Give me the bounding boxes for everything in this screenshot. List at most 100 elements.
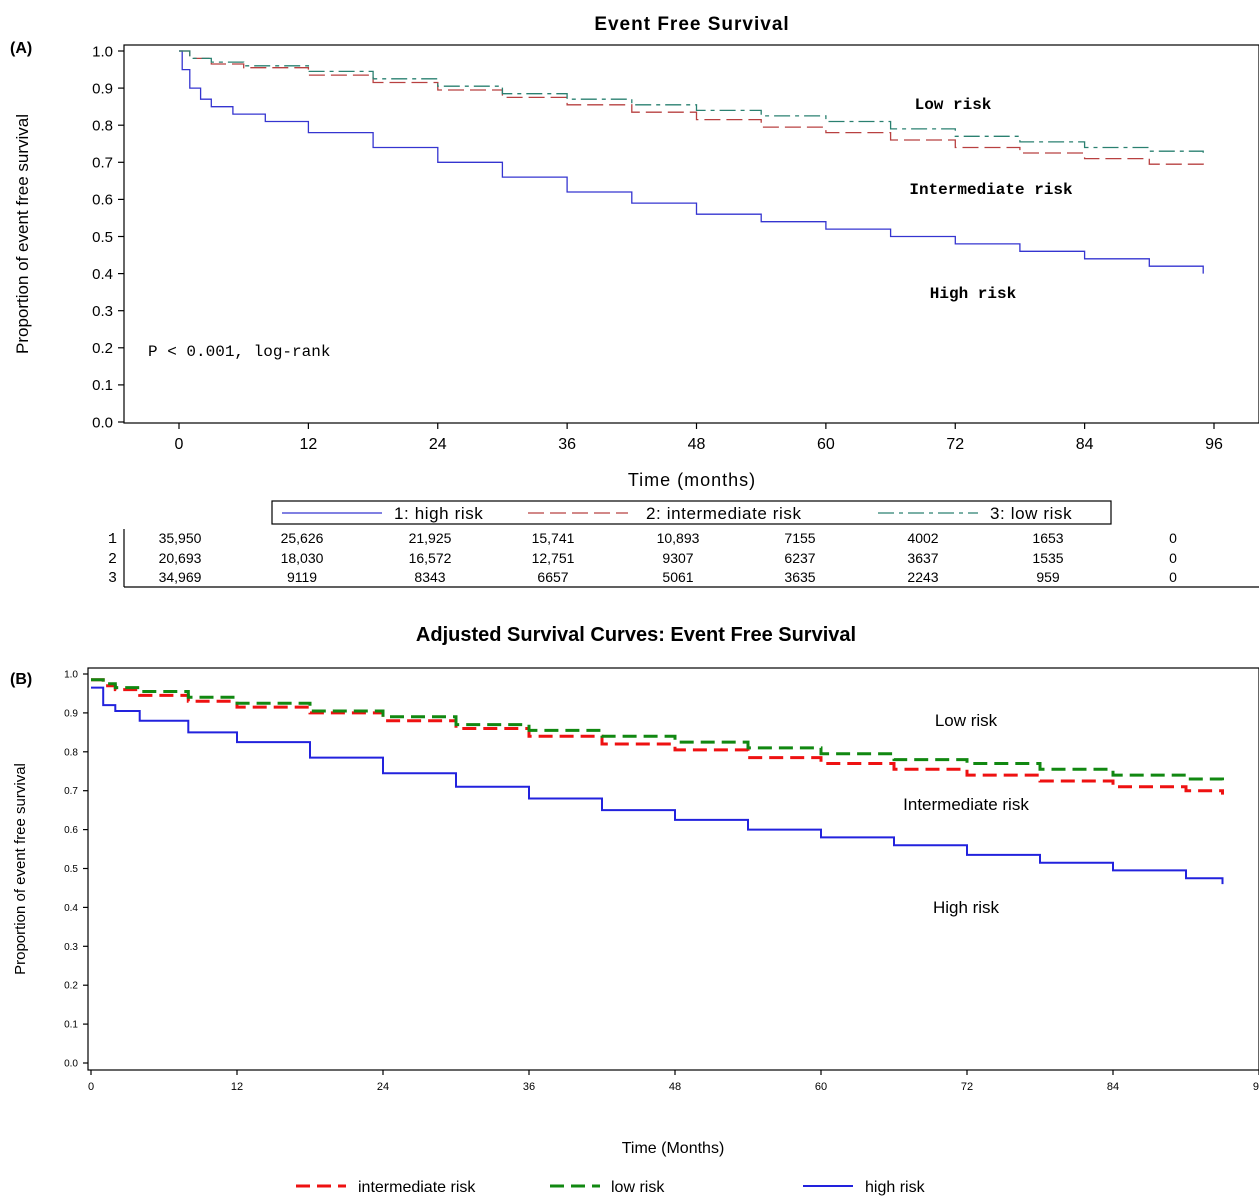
risk-table-cell: 7155 xyxy=(784,530,815,546)
y-tick-label-7: 0.7 xyxy=(92,155,113,172)
curve-low-risk xyxy=(91,678,1224,783)
risk-table-cell: 20,693 xyxy=(159,550,202,566)
risk-table-cell: 3637 xyxy=(907,550,938,566)
y-tick-label-10: 1.0 xyxy=(64,670,78,681)
panel-a-y-axis: 0.0 0.1 0.2 0.3 0.4 0.5 0.6 0.7 0.8 0.9 1.0 xyxy=(92,43,124,431)
y-tick-label-4: 0.4 xyxy=(64,903,78,914)
y-tick-label-9: 0.9 xyxy=(64,708,78,719)
y-tick-label-3: 0.3 xyxy=(64,942,78,953)
panel-b-legend-high: high risk xyxy=(865,1179,926,1196)
y-tick-label-2: 0.2 xyxy=(64,981,78,992)
x-tick-label-1: 12 xyxy=(299,436,317,453)
panel-b-x-axis-label: Time (Months) xyxy=(622,1140,725,1157)
panel-a-label-high-risk: High risk xyxy=(930,285,1017,303)
panel-b-curves xyxy=(91,678,1224,885)
risk-table-cell: 0 xyxy=(1169,550,1177,566)
x-tick-label-3: 36 xyxy=(523,1081,535,1093)
y-tick-label-6: 0.6 xyxy=(92,192,113,209)
risk-table-row-label-3: 3 xyxy=(108,570,117,587)
x-tick-label-4: 48 xyxy=(688,436,706,453)
x-tick-label-0: 0 xyxy=(175,436,184,453)
risk-table-cell: 12,751 xyxy=(532,550,575,566)
panel-a-label: (A) xyxy=(10,40,32,57)
panel-a-legend-high: 1: high risk xyxy=(394,504,483,523)
risk-table-cell: 0 xyxy=(1169,530,1177,546)
x-tick-label-0: 0 xyxy=(88,1081,94,1093)
y-tick-label-1: 0.1 xyxy=(64,1020,78,1031)
y-tick-label-9: 0.9 xyxy=(92,80,113,97)
risk-table-cell: 10,893 xyxy=(657,530,700,546)
panel-a-legend-intermediate: 2: intermediate risk xyxy=(646,504,802,523)
risk-table-cell: 15,741 xyxy=(532,530,575,546)
risk-table-cell: 0 xyxy=(1169,569,1177,585)
x-tick-label-2: 24 xyxy=(429,436,447,453)
x-tick-label-2: 24 xyxy=(377,1081,389,1093)
risk-table-cell: 9307 xyxy=(662,550,693,566)
panel-a-pvalue-annotation: P < 0.001, log-rank xyxy=(148,343,330,361)
y-tick-label-8: 0.8 xyxy=(64,747,78,758)
y-tick-label-5: 0.5 xyxy=(92,229,113,246)
panel-b-plot-frame xyxy=(87,667,1259,1071)
y-tick-label-0: 0.0 xyxy=(92,414,113,431)
risk-table-cell: 18,030 xyxy=(281,550,324,566)
risk-table-cell: 6657 xyxy=(537,569,568,585)
x-tick-label-8: 96 xyxy=(1205,436,1223,453)
risk-table-row-label-1: 1 xyxy=(108,531,117,548)
y-tick-label-8: 0.8 xyxy=(92,117,113,134)
x-tick-label-6: 72 xyxy=(946,436,964,453)
curve-intermediate-risk xyxy=(179,50,1204,170)
risk-table-cell: 25,626 xyxy=(281,530,324,546)
panel-b-label-high-risk: High risk xyxy=(933,898,1000,917)
curve-low-risk xyxy=(179,50,1204,155)
risk-table-row-label-2: 2 xyxy=(108,551,117,568)
x-tick-label-8: 96 xyxy=(1253,1081,1259,1093)
panel-b-label-low-risk: Low risk xyxy=(935,711,998,730)
risk-table: 1 35,950 25,626 21,925 15,741 10,893 7155 4002 1… xyxy=(108,530,1177,587)
y-tick-label-2: 0.2 xyxy=(92,340,113,357)
y-tick-label-7: 0.7 xyxy=(64,786,78,797)
panel-a: (A) Event Free Survival 0.00.10.20.30.40… xyxy=(10,14,1259,588)
x-tick-label-7: 84 xyxy=(1107,1081,1119,1093)
panel-a-legend xyxy=(271,500,1112,525)
y-tick-label-5: 0.5 xyxy=(64,864,78,875)
risk-table-cell: 9119 xyxy=(287,569,317,585)
x-tick-label-4: 48 xyxy=(669,1081,681,1093)
y-tick-label-6: 0.6 xyxy=(64,825,78,836)
y-tick-label-0: 0.0 xyxy=(64,1059,78,1070)
x-tick-label-6: 72 xyxy=(961,1081,973,1093)
y-tick-label-4: 0.4 xyxy=(92,266,113,283)
risk-table-cell: 34,969 xyxy=(159,569,202,585)
panel-a-curves xyxy=(179,50,1204,274)
risk-table-cell: 6237 xyxy=(784,550,815,566)
y-tick-label-10: 1.0 xyxy=(92,43,113,60)
panel-b-title: Adjusted Survival Curves: Event Free Sur… xyxy=(416,624,856,646)
risk-table-cell: 3635 xyxy=(784,569,815,585)
risk-table-cell: 16,572 xyxy=(409,550,452,566)
panel-a-label-low-risk: Low risk xyxy=(915,96,992,114)
panel-b-x-axis: 0 12 24 36 48 60 72 84 96 xyxy=(88,1070,1259,1093)
risk-table-cell: 1535 xyxy=(1032,550,1063,566)
panel-b-label-intermediate-risk: Intermediate risk xyxy=(903,795,1029,814)
panel-a-y-axis-label: Proportion of event free survival xyxy=(13,114,32,354)
x-tick-label-5: 60 xyxy=(817,436,835,453)
risk-table-cell: 1653 xyxy=(1032,530,1063,546)
x-tick-label-5: 60 xyxy=(815,1081,827,1093)
y-tick-label-3: 0.3 xyxy=(92,303,113,320)
panel-a-label-intermediate-risk: Intermediate risk xyxy=(909,181,1073,199)
panel-b-label: (B) xyxy=(10,671,32,688)
risk-table-cell: 21,925 xyxy=(409,530,452,546)
x-tick-label-3: 36 xyxy=(558,436,576,453)
x-tick-label-7: 84 xyxy=(1076,436,1094,453)
curve-high-risk xyxy=(179,50,1204,274)
risk-table-cell: 4002 xyxy=(907,530,938,546)
y-tick-label-1: 0.1 xyxy=(92,377,113,394)
panel-a-legend-low: 3: low risk xyxy=(990,504,1072,523)
panel-a-plot-frame xyxy=(123,44,1259,424)
x-tick-label-1: 12 xyxy=(231,1081,243,1093)
risk-table-cell: 5061 xyxy=(662,569,693,585)
panel-a-title: Event Free Survival xyxy=(594,14,789,35)
panel-b: (B) Adjusted Survival Curves: Event Free… xyxy=(10,624,1259,1196)
risk-table-cell: 2243 xyxy=(907,569,938,585)
risk-table-cell: 8343 xyxy=(414,569,445,585)
